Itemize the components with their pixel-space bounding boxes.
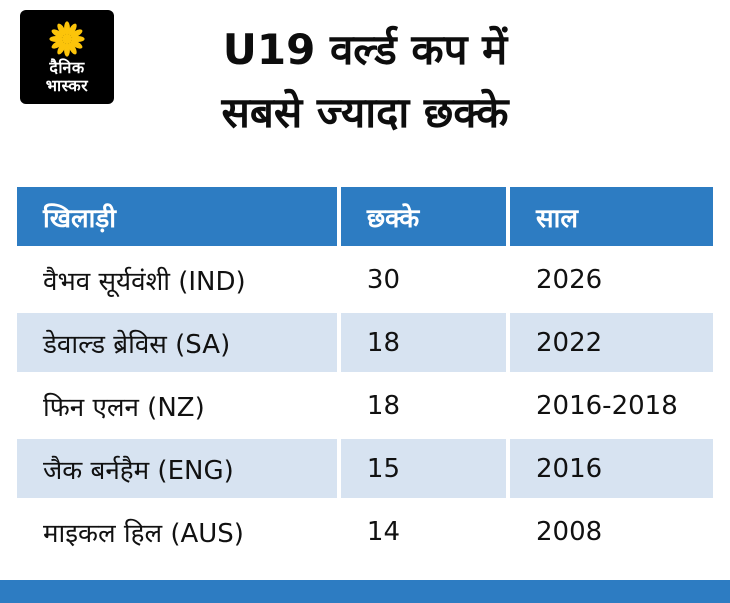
player-cell: माइकल हिल (AUS) xyxy=(17,502,337,561)
sixes-cell: 15 xyxy=(340,439,507,498)
logo-word-dainik: दैनिक xyxy=(49,57,85,77)
table-row: डेवाल्ड ब्रेविस (SA) 18 2022 xyxy=(17,313,713,372)
sixes-stats-table: खिलाड़ी छक्के साल वैभव सूर्यवंशी (IND) 3… xyxy=(13,183,717,565)
sixes-cell: 14 xyxy=(340,502,507,561)
logo-wordmark: दैनिक भास्कर xyxy=(45,57,89,95)
sixes-cell: 18 xyxy=(340,376,507,435)
year-cell: 2016 xyxy=(510,439,713,498)
header-year: साल xyxy=(510,187,713,246)
year-cell: 2022 xyxy=(510,313,713,372)
page-title: U19 वर्ल्ड कप में सबसे ज्यादा छक्के xyxy=(0,18,730,144)
player-cell: जैक बर्नहैम (ENG) xyxy=(17,439,337,498)
title-line-2: सबसे ज्यादा छक्के xyxy=(221,88,509,137)
year-cell: 2026 xyxy=(510,250,713,309)
table-row: वैभव सूर्यवंशी (IND) 30 2026 xyxy=(17,250,713,309)
player-cell: वैभव सूर्यवंशी (IND) xyxy=(17,250,337,309)
sixes-cell: 18 xyxy=(340,313,507,372)
dainik-bhaskar-logo: दैनिक भास्कर xyxy=(20,10,114,104)
table-header-row: खिलाड़ी छक्के साल xyxy=(17,187,713,246)
header-section: दैनिक भास्कर U19 वर्ल्ड कप में सबसे ज्या… xyxy=(0,0,730,178)
year-cell: 2016-2018 xyxy=(510,376,713,435)
table-row: माइकल हिल (AUS) 14 2008 xyxy=(17,502,713,561)
sun-icon xyxy=(48,20,86,58)
table-row: फिन एलन (NZ) 18 2016-2018 xyxy=(17,376,713,435)
header-sixes: छक्के xyxy=(340,187,507,246)
footer-accent-bar xyxy=(0,580,730,603)
title-line-1: U19 वर्ल्ड कप में xyxy=(222,25,508,74)
player-cell: फिन एलन (NZ) xyxy=(17,376,337,435)
table-row: जैक बर्नहैम (ENG) 15 2016 xyxy=(17,439,713,498)
logo-word-bhaskar: भास्कर xyxy=(45,75,89,95)
player-cell: डेवाल्ड ब्रेविस (SA) xyxy=(17,313,337,372)
header-player: खिलाड़ी xyxy=(17,187,337,246)
sixes-cell: 30 xyxy=(340,250,507,309)
year-cell: 2008 xyxy=(510,502,713,561)
